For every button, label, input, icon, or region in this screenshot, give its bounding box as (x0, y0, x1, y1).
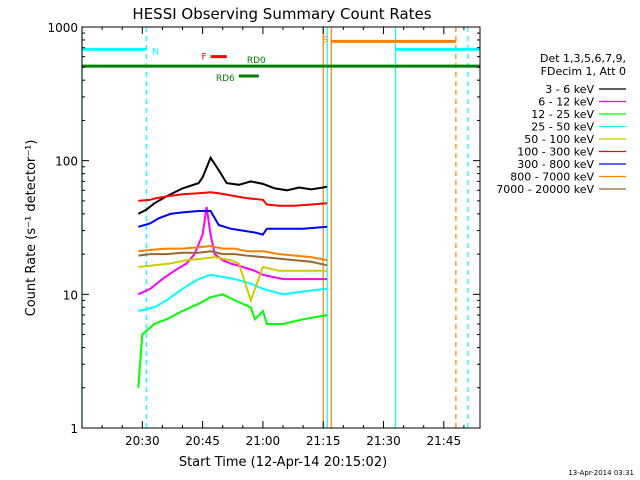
x-tick-label-4: 21:30 (366, 434, 401, 448)
series-line-7 (138, 244, 328, 262)
legend-label-1: 6 - 12 keV (538, 96, 594, 109)
axes: 20:30 20:45 21:00 21:15 21:30 21:45 1 10 100 1000 (47, 21, 481, 448)
annotation-label-f: F (201, 53, 206, 63)
x-tick-label-1: 20:45 (185, 434, 220, 448)
series-line-3 (138, 273, 328, 312)
x-axis-label: Start Time (12-Apr-14 20:15:02) (179, 455, 387, 470)
y-tick-label-3: 1000 (47, 21, 78, 35)
legend: Det 1,3,5,6,7,9,FDecim 1, Att 0 3 - 6 keV… (496, 52, 626, 196)
x-tick-label-5: 21:45 (427, 434, 462, 448)
series-line-2 (137, 293, 328, 388)
series-line-8 (138, 250, 328, 267)
x-tick-label-2: 21:00 (246, 434, 281, 448)
series-line-4 (138, 256, 328, 304)
annotation-label-n: N (152, 47, 159, 57)
series-line-1 (137, 206, 328, 296)
legend-label-6: 300 - 800 keV (517, 158, 594, 171)
series-line-6 (138, 210, 328, 236)
y-tick-label-2: 100 (55, 155, 78, 169)
annotation-label-s: S (323, 35, 329, 45)
legend-header-1: FDecim 1, Att 0 (541, 65, 626, 78)
x-tick-label-3: 21:15 (306, 434, 341, 448)
series-line-5 (138, 191, 328, 207)
legend-label-3: 25 - 50 keV (531, 121, 594, 134)
legend-label-8: 7000 - 20000 keV (496, 183, 594, 196)
annotation-label-rd6: RD6 (216, 74, 235, 84)
legend-label-5: 100 - 300 keV (517, 146, 594, 159)
footer-timestamp: 13-Apr-2014 03:31 (568, 469, 634, 477)
plot-frame (81, 26, 481, 429)
y-axis-label: Count Rate (s⁻¹ detector⁻¹) (24, 140, 39, 317)
plot-area: N S F RD0 RD6 (81, 27, 480, 428)
legend-header-0: Det 1,3,5,6,7,9, (540, 52, 626, 65)
y-tick-label-1: 10 (63, 288, 78, 302)
legend-label-0: 3 - 6 keV (545, 83, 594, 96)
y-tick-label-0: 1 (70, 422, 78, 436)
annotation-label-rd0: RD0 (247, 56, 266, 66)
chart-title: HESSI Observing Summary Count Rates (132, 5, 431, 23)
legend-label-2: 12 - 25 keV (531, 108, 594, 121)
legend-label-4: 50 - 100 keV (524, 133, 594, 146)
legend-label-7: 800 - 7000 keV (510, 171, 594, 184)
x-tick-label-0: 20:30 (125, 434, 160, 448)
